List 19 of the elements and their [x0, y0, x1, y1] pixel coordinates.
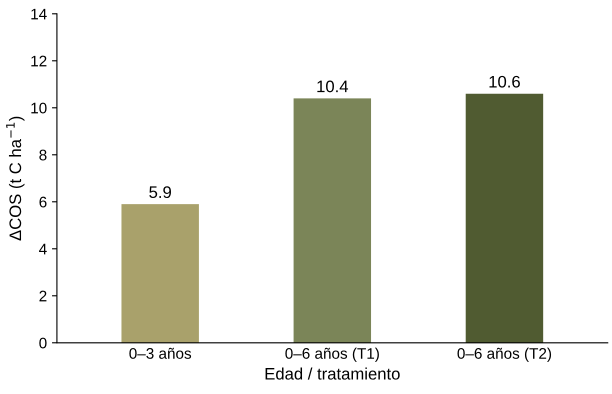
y-tick-label: 4: [39, 244, 47, 254]
data-label: 10.6: [489, 76, 520, 88]
y-axis-title: ΔCOS (t C ha$^{−1}$): [6, 116, 24, 240]
y-tick-label: 8: [39, 150, 47, 160]
bar: [121, 204, 199, 343]
x-tick-label: 0–6 años (T2): [457, 348, 552, 362]
data-label: 10.4: [317, 80, 348, 92]
y-tick-label: 0: [39, 338, 47, 348]
y-tick-label: 14: [31, 8, 47, 20]
x-tick-label: 0–3 años: [129, 348, 192, 359]
y-tick-label: 12: [31, 56, 46, 66]
y-tick-label: 2: [39, 290, 46, 302]
y-tick-label: 10: [31, 102, 47, 114]
x-axis-title: Edad / tratamiento: [266, 367, 400, 380]
x-tick-label: 0–6 años (T1): [285, 348, 379, 362]
bar: [294, 98, 372, 343]
y-tick-label: 6: [39, 196, 47, 208]
bar: [466, 94, 544, 343]
data-label: 5.9: [149, 186, 171, 198]
